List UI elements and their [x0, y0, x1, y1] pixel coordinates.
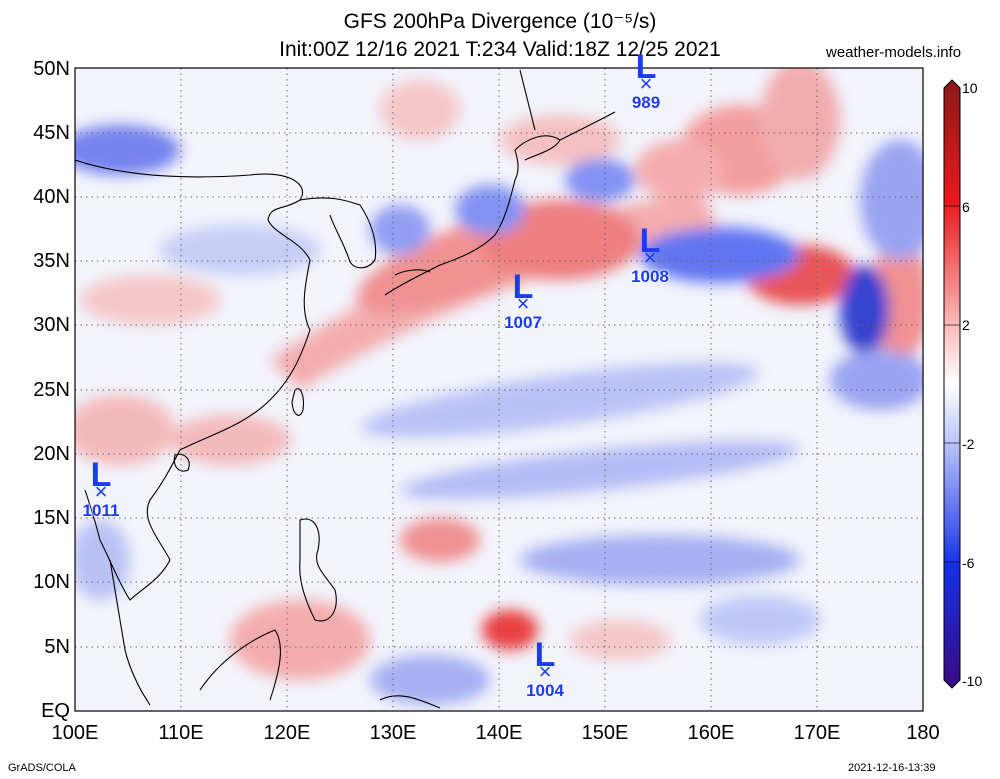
low-center-icon: × [538, 659, 552, 684]
low-pressure-marker: L × 1008 [620, 222, 680, 286]
low-pressure-value: 1008 [631, 267, 669, 286]
coastlines [75, 69, 616, 709]
low-center-icon: × [94, 479, 108, 504]
colorbar [943, 79, 961, 689]
low-pressure-marker: L × 989 [616, 48, 676, 112]
lon-label: 160E [687, 722, 735, 744]
lon-label: 150E [581, 722, 629, 744]
lon-label: 140E [475, 722, 523, 744]
lon-label: 100E [51, 722, 99, 744]
lat-label: 5N [44, 636, 70, 658]
low-center-icon: × [639, 71, 653, 96]
colorbar-label: -10 [962, 673, 983, 689]
lon-label: 120E [263, 722, 311, 744]
lat-label: 10N [33, 571, 70, 593]
divergence-field [75, 68, 923, 711]
low-letter: L [534, 636, 556, 674]
map-frame [74, 67, 924, 712]
lat-label: 45N [33, 122, 70, 144]
lat-label: 15N [33, 507, 70, 529]
grid-lines [75, 68, 923, 711]
low-pressure-value: 989 [631, 93, 661, 112]
low-pressure-marker: L × 1011 [71, 456, 131, 520]
site-credit: weather-models.info [826, 44, 962, 61]
timestamp: 2021-12-16-13:39 [848, 762, 936, 774]
colorbar-label: 2 [962, 317, 970, 333]
colorbar-label: -6 [962, 555, 975, 571]
lat-label: 50N [33, 58, 70, 80]
lon-label: 110E [158, 722, 204, 744]
lat-label: 30N [33, 314, 70, 336]
software-credit: GrADS/COLA [8, 762, 76, 774]
chart-title: GFS 200hPa Divergence (10⁻⁵/s) [343, 10, 657, 33]
lon-label: 170E [793, 722, 841, 744]
lat-label: 25N [33, 379, 70, 401]
chart-subtitle: Init:00Z 12/16 2021 T:234 Valid:18Z 12/2… [279, 38, 721, 61]
low-letter: L [635, 48, 657, 86]
colorbar-label: -2 [962, 436, 975, 452]
lat-label: EQ [41, 700, 70, 722]
low-pressure-value: 1007 [504, 313, 542, 332]
low-letter: L [512, 268, 534, 306]
lat-label: 35N [33, 250, 70, 272]
low-center-icon: × [643, 245, 657, 270]
low-center-icon: × [516, 291, 530, 316]
low-letter: L [639, 222, 661, 260]
low-pressure-value: 1004 [526, 681, 564, 700]
colorbar-label: 6 [962, 199, 970, 215]
low-pressure-marker: L × 1007 [493, 268, 553, 332]
low-letter: L [90, 456, 112, 494]
lat-label: 20N [33, 443, 70, 465]
lon-label: 130E [369, 722, 417, 744]
lat-label: 40N [33, 186, 70, 208]
colorbar-label: 10 [962, 80, 978, 96]
lon-label: 180 [906, 722, 940, 744]
low-pressure-marker: L × 1004 [515, 636, 575, 700]
low-pressure-value: 1011 [82, 501, 120, 520]
